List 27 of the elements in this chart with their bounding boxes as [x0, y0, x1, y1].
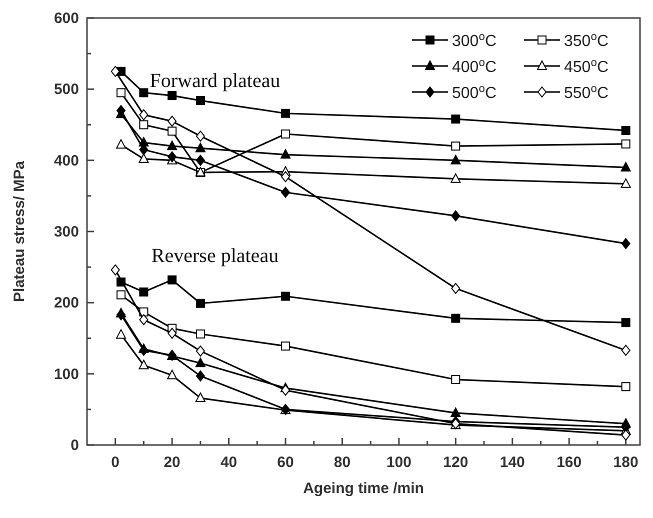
x-tick-label: 160 — [556, 454, 582, 471]
legend-label: 300$^{o}$C — [452, 31, 496, 50]
y-tick-label: 500 — [54, 81, 79, 98]
y-tick-label: 300 — [54, 224, 79, 240]
x-axis-title: Ageing time /min — [303, 480, 424, 497]
y-tick-label: 200 — [54, 294, 79, 312]
x-tick-label: 40 — [220, 454, 238, 471]
legend-label: 350$^{o}$C — [564, 31, 608, 50]
x-tick-label: 120 — [443, 454, 468, 471]
annotation: Reverse plateau — [151, 245, 279, 267]
y-tick-label: 100 — [54, 366, 79, 383]
legend-label: 400$^{o}$C — [452, 57, 496, 76]
annotation: Forward plateau — [150, 70, 280, 92]
x-tick-label: 180 — [613, 454, 638, 471]
legend-label: 550$^{o}$C — [564, 83, 608, 102]
y-tick-label: 0 — [70, 437, 79, 454]
y-tick-label: 600 — [54, 10, 79, 27]
legend-label: 450$^{o}$C — [564, 57, 608, 76]
x-tick-label: 140 — [500, 454, 525, 471]
x-tick-label: 0 — [111, 454, 120, 471]
legend-label: 500$^{o}$C — [452, 83, 496, 102]
y-tick-label: 400 — [54, 152, 79, 170]
x-tick-label: 80 — [334, 454, 351, 471]
x-tick-label: 100 — [386, 454, 412, 471]
y-axis-title: Plateau stress/ MPa — [11, 160, 28, 302]
x-tick-label: 60 — [277, 454, 294, 471]
x-tick-label: 20 — [164, 454, 180, 471]
